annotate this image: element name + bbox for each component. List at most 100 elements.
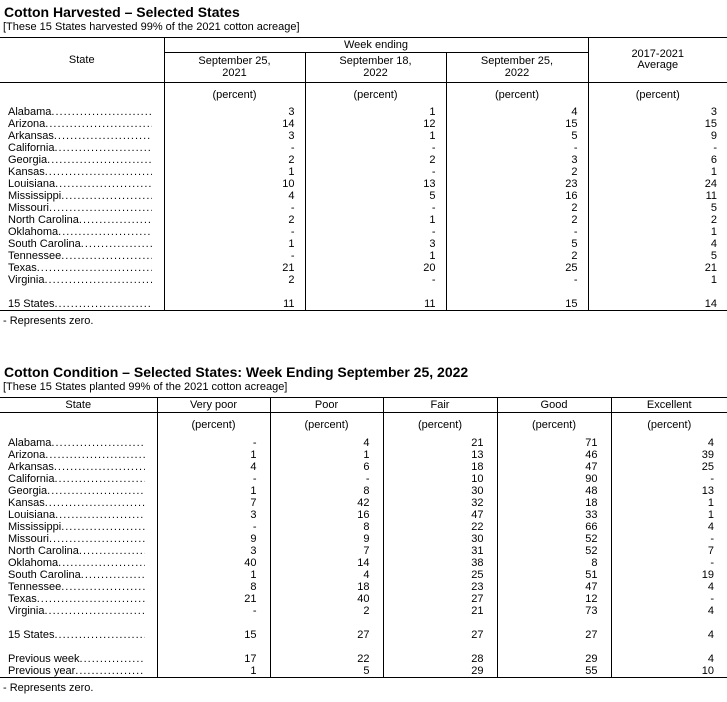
row-label: South Carolina (8, 238, 81, 250)
row-label: Oklahoma (8, 557, 59, 569)
value-cell: 2 (710, 214, 717, 226)
unit-label: (percent) (157, 412, 271, 437)
dot-leader (54, 142, 151, 154)
dot-leader (79, 214, 152, 226)
value-cell: 1 (157, 569, 271, 581)
table-row: Missouri993052- (0, 533, 727, 545)
state-cell: Texas (0, 262, 165, 274)
value-cell: 4 (707, 521, 714, 533)
harvested-section: Cotton Harvested – Selected States [Thes… (0, 0, 727, 328)
value-cell: 17 (157, 653, 271, 665)
row-label: Louisiana (8, 509, 56, 521)
state-cell: South Carolina (0, 238, 165, 250)
dot-leader (47, 485, 144, 497)
row-label: Arkansas (8, 130, 54, 142)
dot-leader (58, 557, 144, 569)
value-cell: 3 (446, 154, 589, 166)
dot-leader (47, 154, 151, 166)
value-cell: 2 (270, 605, 384, 617)
dot-leader (45, 497, 145, 509)
value-cell: 7 (270, 545, 384, 557)
state-cell: North Carolina (0, 545, 158, 557)
row-label: Louisiana (8, 178, 56, 190)
dot-leader (55, 509, 144, 521)
value-cell: - (446, 226, 589, 238)
value-cell: - (164, 202, 306, 214)
value-cell: 25 (446, 262, 589, 274)
value-cell: 13 (701, 485, 714, 497)
table-row: Oklahoma---1 (0, 226, 727, 238)
value-cell: 22 (383, 521, 498, 533)
value-cell: 27 (270, 629, 384, 641)
table-row: North Carolina2122 (0, 214, 727, 226)
date-column-header: September 25, 2021 (164, 52, 306, 83)
value-cell: 25 (701, 461, 714, 473)
dot-leader (81, 238, 152, 250)
state-cell (0, 617, 158, 629)
week-ending-group-header: Week ending (164, 37, 589, 53)
table-row: Missouri--25 (0, 202, 727, 214)
state-cell: California (0, 473, 158, 485)
state-cell: Kansas (0, 497, 158, 509)
value-cell: 30 (383, 533, 498, 545)
value-cell: 32 (383, 497, 498, 509)
harvested-table-body: Alabama3143Arizona14121515Arkansas3159Ca… (0, 106, 727, 311)
header-row-group: State Week ending 2017-2021 Average (0, 37, 727, 83)
state-cell: Louisiana (0, 178, 165, 190)
value-cell: 16 (446, 190, 589, 202)
table-row: Tennessee -12 5 (0, 250, 727, 262)
table-row: Texas21202521 (0, 262, 727, 274)
row-label: Virginia (8, 274, 45, 286)
value-cell: 21 (157, 593, 271, 605)
state-column-header: State (0, 397, 158, 413)
state-cell: Previous week (0, 653, 158, 665)
value-cell: - (157, 473, 271, 485)
table-row: 15 States152727274 (0, 629, 727, 641)
dot-leader (61, 581, 144, 593)
value-cell: - (305, 202, 447, 214)
state-cell: California (0, 142, 165, 154)
condition-section: Cotton Condition – Selected States: Week… (0, 360, 727, 695)
table-row: Arizona11134639 (0, 449, 727, 461)
value-cell: 8 (157, 581, 271, 593)
row-label: Previous week (8, 653, 80, 665)
condition-title: Cotton Condition – Selected States: Week… (4, 364, 469, 380)
dot-leader (54, 629, 144, 641)
state-cell: Arkansas (0, 461, 158, 473)
dot-leader (55, 178, 151, 190)
row-label: California (8, 473, 55, 485)
spacer-row (0, 641, 727, 653)
condition-table: State Very poor Poor Fair Good Excellent… (0, 397, 727, 678)
row-label: Texas (8, 262, 37, 274)
unit-label: (percent) (305, 82, 447, 106)
value-cell: 13 (305, 178, 447, 190)
dot-leader (61, 190, 151, 202)
dot-leader (37, 262, 152, 274)
value-cell (270, 641, 384, 653)
value-cell: 27 (383, 593, 498, 605)
state-cell: Oklahoma (0, 557, 158, 569)
spacer-row (0, 617, 727, 629)
state-cell: Arizona (0, 118, 165, 130)
row-label: Tennessee (8, 250, 62, 262)
value-cell: 1 (164, 166, 306, 178)
value-cell: 90 (497, 473, 612, 485)
value-cell: 2 (446, 166, 589, 178)
table-row: Arizona14121515 (0, 118, 727, 130)
value-cell: - (164, 250, 306, 262)
value-cell: - (157, 605, 271, 617)
value-cell: 23 (446, 178, 589, 190)
value-cell: 33 (497, 509, 612, 521)
row-label: Missouri (8, 533, 49, 545)
value-cell: 4 (710, 238, 717, 250)
value-cell: 24 (704, 178, 717, 190)
unit-label: (percent) (446, 82, 589, 106)
harvested-table: State Week ending 2017-2021 Average Sept… (0, 37, 727, 311)
harvested-caption: [These 15 States harvested 99% of the 20… (3, 21, 300, 33)
value-cell: 2 (446, 214, 589, 226)
